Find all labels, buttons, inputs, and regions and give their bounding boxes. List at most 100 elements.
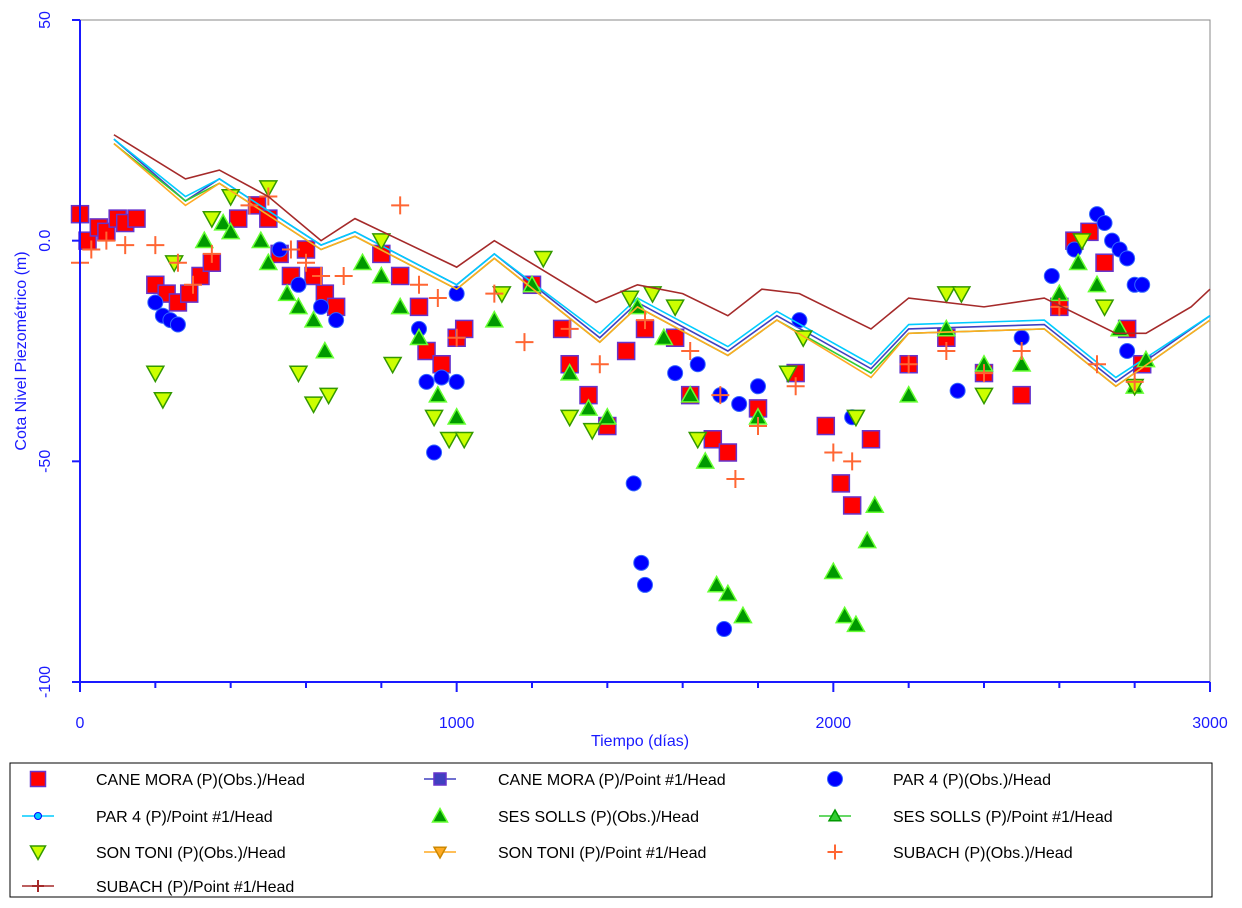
data-point	[318, 387, 339, 406]
legend-marker	[827, 771, 843, 787]
data-point	[687, 431, 708, 450]
legend-marker	[827, 844, 843, 860]
data-point	[726, 469, 745, 488]
legend-box	[9, 762, 1213, 898]
data-point	[857, 530, 878, 549]
data-point	[1094, 299, 1115, 317]
data-point	[281, 240, 300, 259]
data-point	[667, 365, 684, 382]
data-point	[716, 621, 733, 638]
data-point	[786, 377, 805, 396]
data-point	[418, 373, 435, 390]
data-point	[448, 373, 465, 390]
data-point	[824, 443, 843, 462]
data-point	[446, 407, 467, 425]
data-point	[179, 284, 199, 303]
legend-label: CANE MORA (P)/Point #1/Head	[498, 772, 726, 789]
data-point	[297, 253, 315, 272]
x-tick-label: 1000	[439, 715, 475, 732]
data-point	[680, 385, 700, 403]
data-point	[220, 221, 241, 240]
data-point	[145, 365, 166, 384]
data-point	[334, 266, 353, 285]
data-point	[258, 252, 279, 271]
data-point	[82, 240, 101, 259]
data-point	[290, 276, 307, 293]
data-point	[861, 430, 881, 449]
data-point	[1050, 297, 1069, 316]
data-point	[485, 284, 504, 303]
data-point	[97, 231, 116, 250]
y-tick-label: -100	[37, 666, 54, 698]
data-point	[240, 196, 259, 215]
y-tick-label: 50	[37, 11, 54, 29]
data-point	[949, 382, 966, 399]
data-point	[288, 296, 309, 315]
data-point	[1087, 274, 1107, 293]
data-point	[816, 416, 836, 436]
data-point	[1095, 253, 1114, 272]
legend-marker	[34, 812, 42, 820]
data-point	[433, 369, 450, 386]
data-point	[439, 431, 459, 450]
data-point	[834, 605, 855, 624]
data-point	[213, 212, 233, 231]
data-point	[582, 422, 603, 441]
data-point	[484, 310, 505, 328]
data-point	[749, 417, 767, 436]
data-point	[447, 328, 466, 347]
data-point	[625, 475, 642, 492]
data-point	[533, 250, 554, 269]
data-point	[147, 294, 164, 311]
legend-marker	[29, 770, 47, 788]
data-point	[637, 576, 653, 593]
data-point	[169, 316, 186, 333]
legend-label: SES SOLLS (P)(Obs.)/Head	[498, 809, 699, 826]
data-point	[184, 275, 202, 294]
x-axis-label: Tiempo (días)	[591, 733, 689, 750]
data-point	[251, 230, 271, 249]
data-point	[616, 341, 636, 361]
legend-marker	[433, 772, 447, 786]
data-point	[116, 236, 135, 255]
data-point	[823, 561, 844, 580]
data-point	[1096, 215, 1113, 232]
data-point	[559, 409, 580, 428]
x-tick-label: 2000	[816, 715, 852, 732]
legend-label: SUBACH (P)/Point #1/Head	[96, 879, 294, 896]
legend-marker	[32, 880, 44, 892]
data-point	[391, 196, 410, 215]
data-point	[410, 275, 428, 294]
data-point	[428, 385, 448, 403]
y-tick-label: 0.0	[37, 229, 54, 251]
data-point	[515, 333, 534, 352]
data-point	[846, 409, 866, 428]
data-point	[750, 378, 766, 395]
data-point	[1119, 250, 1136, 267]
legend-label: CANE MORA (P)(Obs.)/Head	[96, 772, 305, 789]
data-point	[454, 319, 474, 339]
data-point	[731, 395, 748, 412]
data-point	[409, 327, 429, 346]
data-point	[937, 342, 956, 360]
legend-label: SON TONI (P)(Obs.)/Head	[96, 845, 286, 862]
legend-label: PAR 4 (P)(Obs.)/Head	[893, 772, 1051, 789]
data-point	[315, 340, 335, 359]
data-point	[831, 474, 851, 493]
data-point	[390, 266, 410, 286]
plot-area	[70, 134, 1211, 638]
data-point	[578, 398, 599, 416]
data-point	[843, 452, 862, 471]
x-tick-label: 3000	[1192, 715, 1228, 732]
legend-label: SON TONI (P)/Point #1/Head	[498, 845, 706, 862]
y-tick-label: -50	[37, 450, 54, 473]
data-point	[220, 188, 241, 207]
data-point	[202, 244, 221, 263]
data-point	[1043, 267, 1060, 284]
data-point	[409, 297, 429, 317]
data-point	[228, 209, 248, 228]
data-point	[448, 285, 465, 302]
data-point	[636, 311, 654, 330]
data-point	[168, 253, 187, 272]
